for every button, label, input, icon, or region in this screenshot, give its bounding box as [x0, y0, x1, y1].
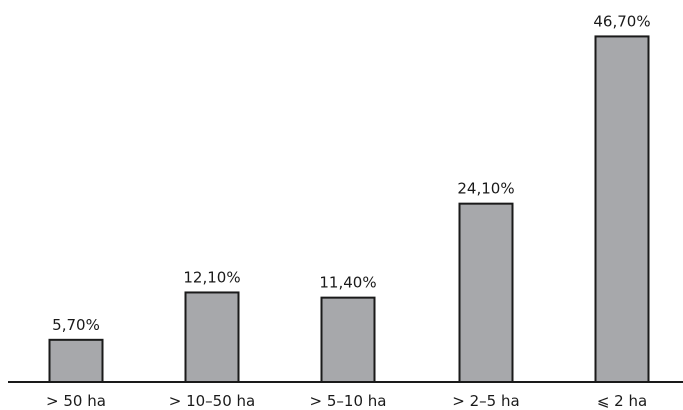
data-label-3: 11,40%: [319, 274, 376, 292]
bar-3: [320, 296, 376, 384]
x-tick-label-5: ⩽ 2 ha: [597, 392, 647, 410]
bar-2: [184, 291, 240, 383]
x-tick-label-3: > 5–10 ha: [310, 392, 387, 410]
tick-labels-group: > 50 ha > 10–50 ha > 5–10 ha > 2–5 ha ⩽ 2 ha: [46, 392, 647, 410]
bar-1: [48, 338, 104, 384]
data-label-2: 12,10%: [183, 268, 240, 286]
data-labels-group: 5,70% 12,10% 11,40% 24,10% 46,70%: [52, 12, 650, 333]
data-label-4: 24,10%: [457, 180, 514, 198]
x-tick-label-2: > 10–50 ha: [169, 392, 255, 410]
bar-4: [458, 202, 514, 383]
data-label-5: 46,70%: [593, 12, 650, 30]
data-label-1: 5,70%: [52, 316, 100, 334]
bars-group: [48, 35, 650, 384]
bar-5: [594, 35, 650, 383]
x-tick-label-1: > 50 ha: [46, 392, 106, 410]
x-tick-label-4: > 2–5 ha: [452, 392, 519, 410]
